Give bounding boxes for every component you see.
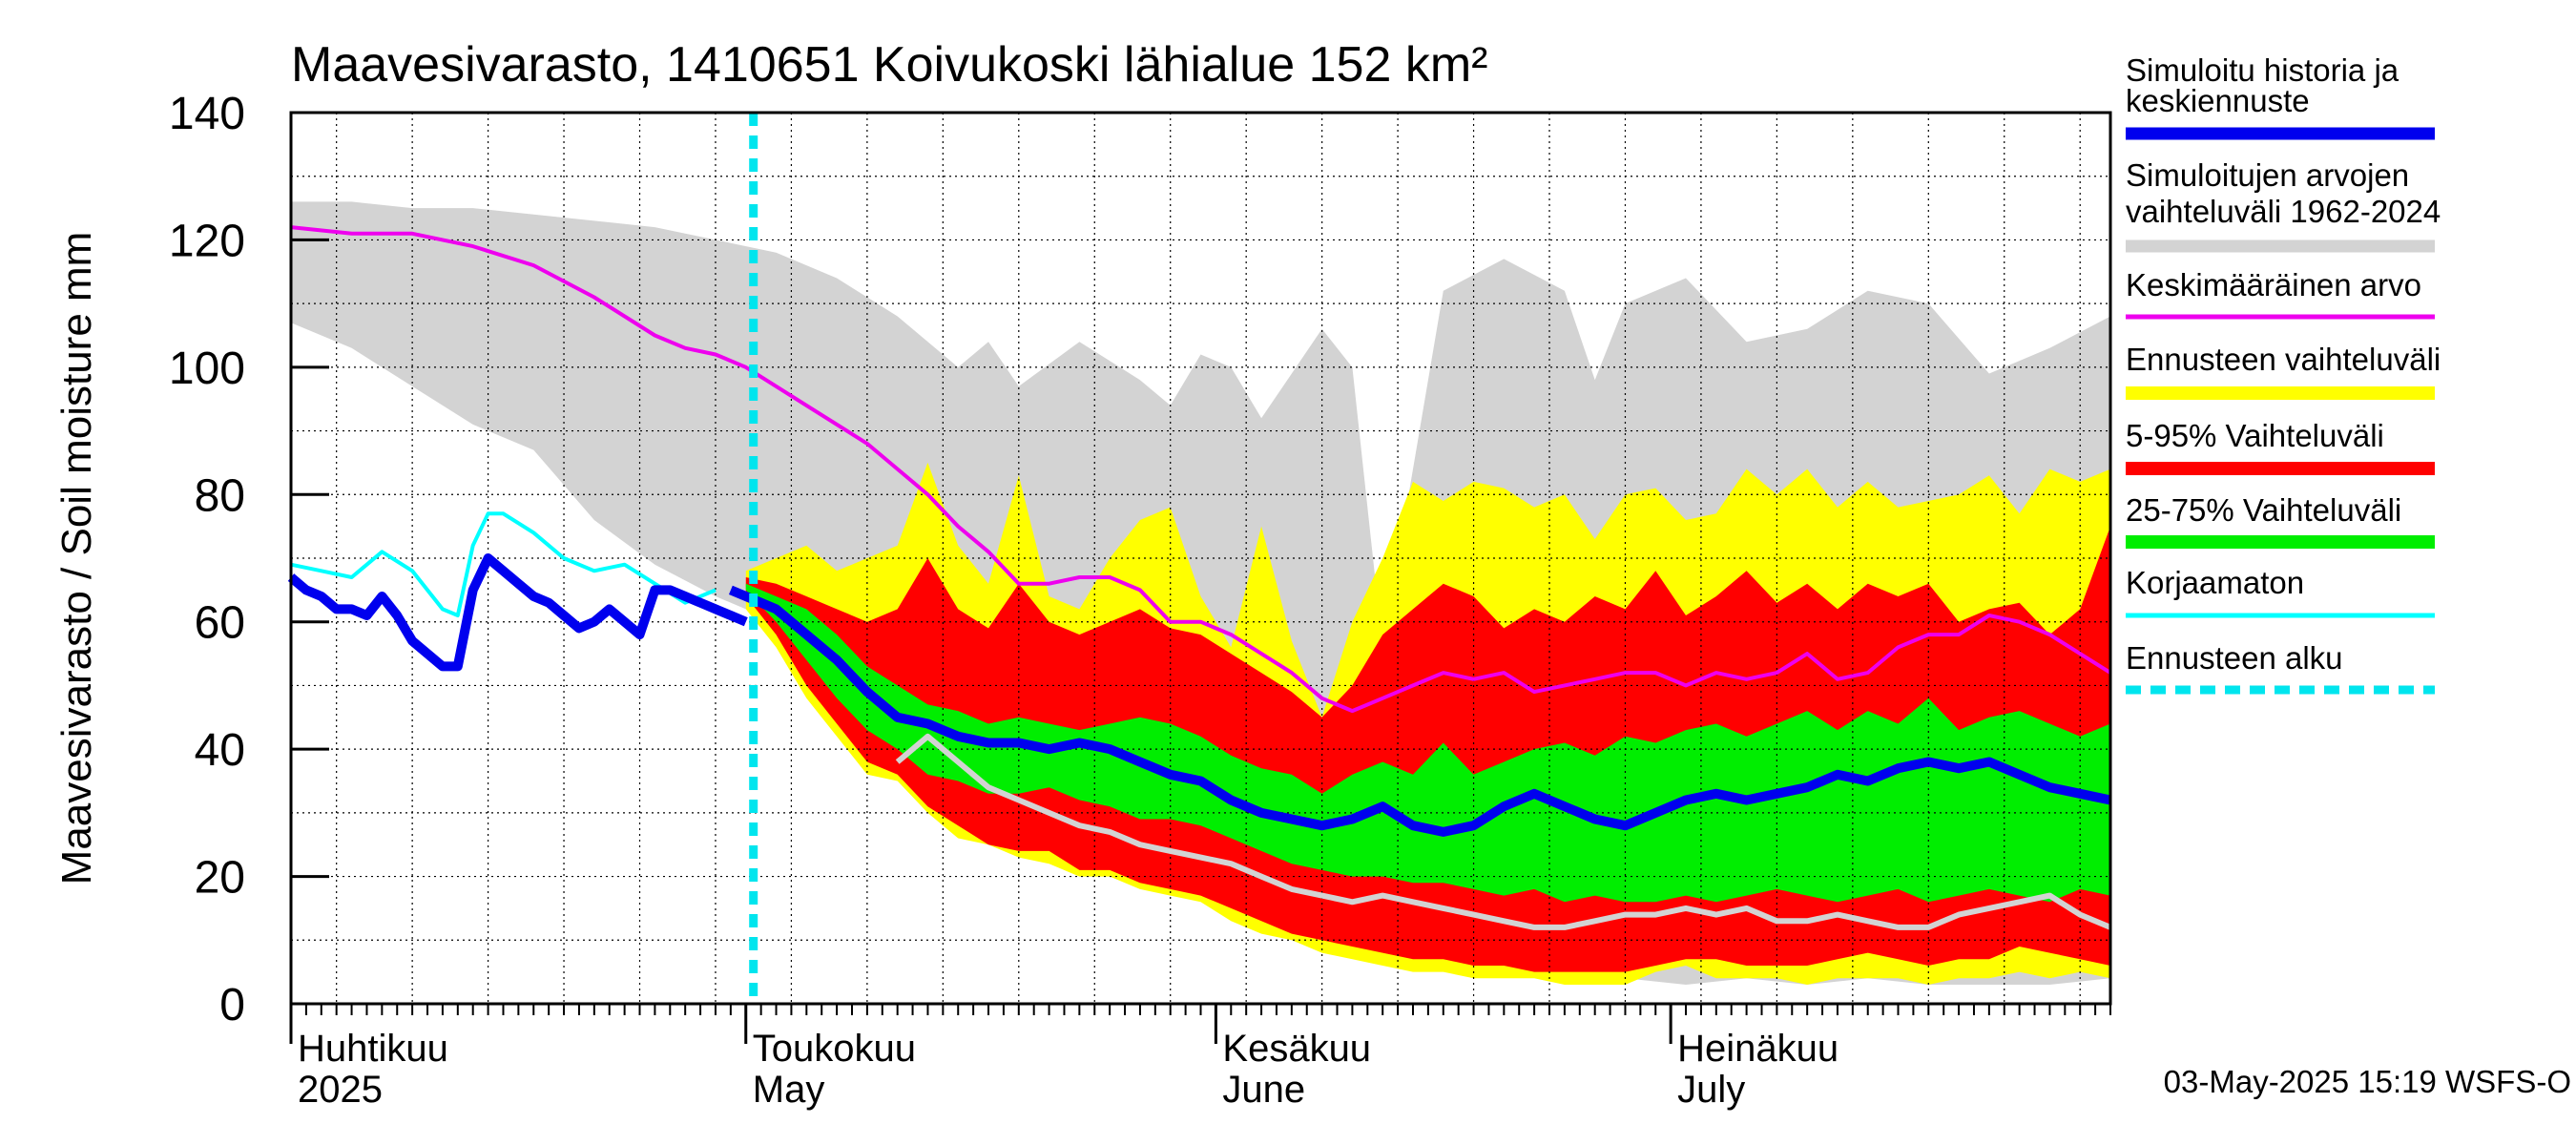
- legend-label-range: Simuloitujen arvojen: [2126, 157, 2409, 193]
- legend-label-mean: Keskimääräinen arvo: [2126, 267, 2421, 302]
- legend-label-start: Ennusteen alku: [2126, 640, 2343, 676]
- mean-line: [290, 225, 2112, 714]
- x-month-label-fi: Toukokuu: [753, 1028, 916, 1070]
- p25-75-band: [745, 583, 2110, 903]
- legend-label-sim-line2: keskiennuste: [2126, 83, 2310, 118]
- legend-label-p5_95: 5-95% Vaihteluväli: [2126, 418, 2384, 453]
- y-tick-label: 100: [169, 344, 245, 394]
- legend-label-p25_75: 25-75% Vaihteluväli: [2126, 492, 2401, 528]
- legend-label-raw: Korjaamaton: [2126, 565, 2304, 600]
- x-month-label-fi: Heinäkuu: [1677, 1028, 1839, 1070]
- timestamp-label: 03-May-2025 15:19 WSFS-O: [2164, 1064, 2571, 1099]
- y-tick-label: 40: [195, 725, 245, 776]
- chart-title: Maavesivarasto, 1410651 Koivukoski lähia…: [291, 37, 1487, 93]
- simulated-history-line: [287, 553, 748, 672]
- y-tick-label: 20: [195, 853, 245, 904]
- x-month-label-en: June: [1222, 1069, 1305, 1111]
- y-tick-label: 120: [169, 216, 245, 266]
- legend-label-ens: Ennusteen vaihteluväli: [2126, 342, 2441, 377]
- series-layer: [287, 113, 2112, 1004]
- y-tick-label: 60: [195, 598, 245, 649]
- legend-label-range-line2: vaihteluväli 1962-2024: [2126, 194, 2441, 229]
- y-axis-label: Maavesivarasto / Soil moisture mm: [53, 232, 100, 885]
- x-month-label-fi: Kesäkuu: [1222, 1028, 1371, 1070]
- y-tick-label: 0: [219, 980, 245, 1030]
- legend-label-sim: Simuloitu historia ja: [2126, 52, 2399, 88]
- low-member-line: [895, 733, 2112, 930]
- plot-layer: [291, 201, 2110, 985]
- x-month-label-en: 2025: [298, 1069, 383, 1111]
- uncorrected-line: [290, 511, 717, 617]
- y-tick-label: 80: [195, 470, 245, 521]
- x-month-label-en: July: [1677, 1069, 1745, 1111]
- x-month-label-fi: Huhtikuu: [298, 1028, 448, 1070]
- y-tick-label: 140: [169, 89, 245, 139]
- x-month-label-en: May: [753, 1069, 825, 1111]
- forecast-median-line: [728, 585, 2112, 837]
